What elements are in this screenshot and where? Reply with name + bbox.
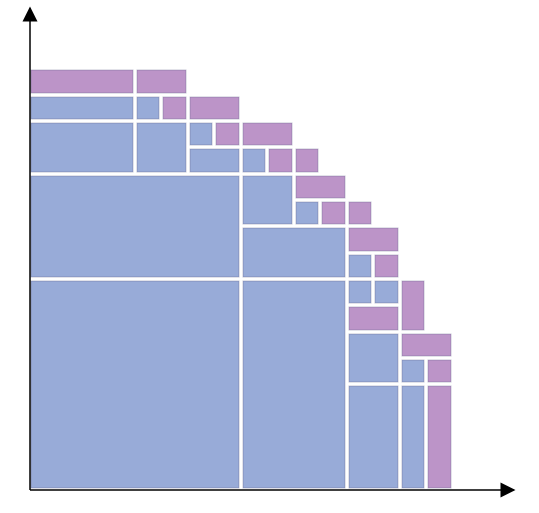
block-r3-e	[268, 148, 293, 173]
block-r10-h	[427, 359, 452, 383]
block-r2-d	[215, 122, 240, 146]
blocks-layer	[30, 69, 452, 489]
block-r5-f	[321, 201, 346, 225]
block-r3-c	[189, 148, 240, 173]
block-col-g	[427, 385, 452, 489]
block-r0-b	[136, 69, 187, 94]
block-r6-e	[348, 227, 399, 252]
block-r8-g	[401, 280, 425, 331]
block-r1-b	[136, 96, 160, 120]
block-r7-e	[348, 254, 372, 278]
block-r9-g	[401, 333, 452, 357]
block-r5-e	[295, 201, 319, 225]
block-r2-b	[136, 122, 187, 173]
block-r8-f	[374, 280, 399, 304]
block-r3-f	[295, 148, 319, 173]
block-r9-f	[348, 306, 399, 331]
block-col-f	[401, 385, 425, 489]
block-r1-c	[162, 96, 187, 120]
block-r7-f	[374, 254, 399, 278]
block-col-e	[348, 385, 399, 489]
block-r8-e	[348, 280, 372, 304]
block-r2-c	[189, 122, 213, 146]
block-r6-d	[242, 227, 346, 278]
block-big-a	[30, 175, 240, 278]
block-r2-e	[242, 122, 293, 146]
block-r5-g	[348, 201, 372, 225]
block-r10-g	[401, 359, 425, 383]
block-big-b	[30, 280, 240, 489]
block-r4-e	[295, 175, 346, 199]
block-r3-d	[242, 148, 266, 173]
block-col-d	[242, 280, 346, 489]
block-r1-a	[30, 96, 134, 120]
block-r0-a	[30, 69, 134, 94]
block-r4-d	[242, 175, 293, 225]
block-r10-f	[348, 333, 399, 383]
block-r1-d	[189, 96, 240, 120]
block-r2-a	[30, 122, 134, 173]
